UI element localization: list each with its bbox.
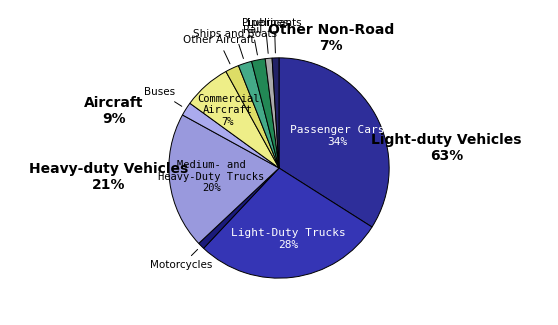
Wedge shape (279, 58, 389, 227)
Text: Lubricants: Lubricants (247, 18, 302, 53)
Text: Commercial
Aircraft
7%: Commercial Aircraft 7% (197, 94, 259, 127)
Text: Pipelines: Pipelines (242, 18, 288, 53)
Text: Other Aircraft: Other Aircraft (183, 35, 254, 64)
Text: Passenger Cars
34%: Passenger Cars 34% (290, 125, 384, 147)
Wedge shape (265, 58, 279, 168)
Wedge shape (238, 61, 279, 168)
Wedge shape (226, 66, 279, 168)
Text: Light-duty Vehicles
63%: Light-duty Vehicles 63% (371, 133, 522, 163)
Wedge shape (190, 72, 279, 168)
Text: Motorcycles: Motorcycles (151, 249, 213, 270)
Text: Aircraft
9%: Aircraft 9% (84, 96, 143, 126)
Text: Light-Duty Trucks
28%: Light-Duty Trucks 28% (230, 228, 345, 250)
Wedge shape (204, 168, 372, 278)
Wedge shape (272, 58, 279, 168)
Wedge shape (199, 168, 279, 248)
Text: Buses: Buses (145, 87, 182, 106)
Wedge shape (182, 103, 279, 168)
Wedge shape (169, 115, 279, 243)
Text: Rail: Rail (243, 24, 262, 55)
Text: Medium- and
Heavy-Duty Trucks
20%: Medium- and Heavy-Duty Trucks 20% (158, 160, 264, 193)
Text: Ships and Boats: Ships and Boats (194, 29, 277, 58)
Text: Heavy-duty Vehicles
21%: Heavy-duty Vehicles 21% (28, 162, 188, 192)
Wedge shape (252, 59, 279, 168)
Text: Other Non-Road
7%: Other Non-Road 7% (268, 23, 394, 53)
